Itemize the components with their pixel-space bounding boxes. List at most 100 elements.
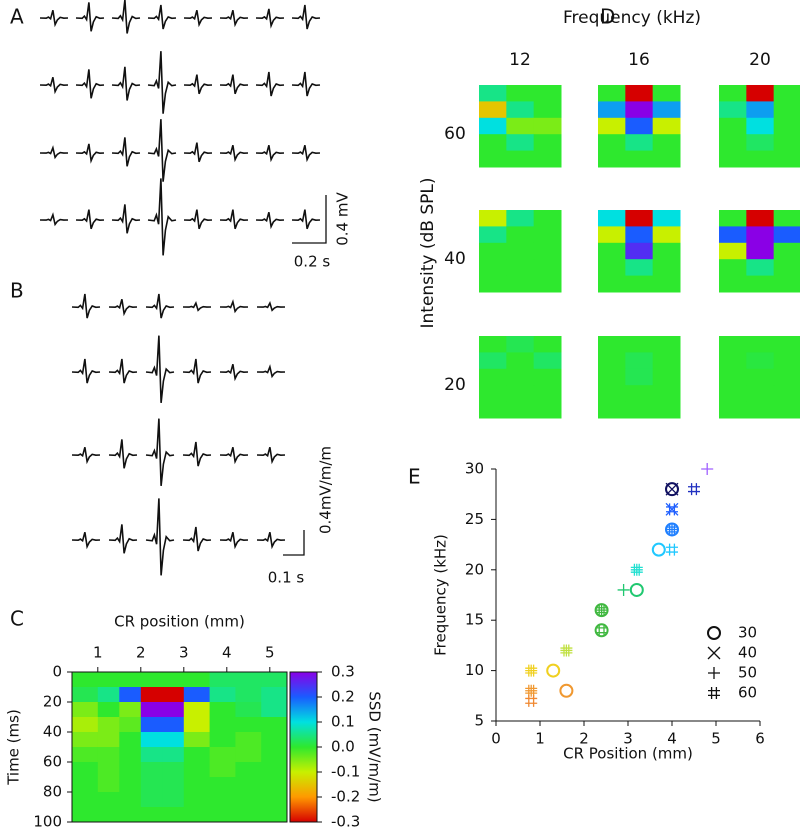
heatmap-cell bbox=[598, 368, 626, 386]
heatmap-cell bbox=[506, 101, 535, 119]
heatmap-cell bbox=[719, 150, 747, 168]
x-axis-label: CR position (mm) bbox=[114, 613, 245, 631]
trace bbox=[39, 76, 69, 95]
heatmap-cell bbox=[598, 259, 626, 277]
heatmap-cell bbox=[235, 807, 262, 823]
point bbox=[630, 563, 643, 576]
heatmap-cell bbox=[140, 732, 163, 748]
heatmap-cell bbox=[479, 336, 507, 353]
heatmap-cell bbox=[719, 368, 747, 386]
y-axis-label: Time (ms) bbox=[5, 709, 23, 786]
y-tick-label: 100 bbox=[33, 813, 62, 829]
point bbox=[688, 483, 700, 496]
heatmap-cell bbox=[506, 242, 535, 260]
point bbox=[525, 684, 538, 697]
point bbox=[560, 644, 573, 657]
trace bbox=[219, 9, 249, 28]
heatmap-cell bbox=[261, 792, 288, 808]
heatmap-cell bbox=[506, 259, 535, 277]
heatmap-cell bbox=[479, 117, 507, 135]
heatmap-cell bbox=[652, 352, 681, 370]
heatmap-cell bbox=[72, 717, 99, 733]
x-tick-label: 5 bbox=[265, 644, 275, 662]
y-axis-label: Intensity (dB SPL) bbox=[418, 177, 438, 328]
heatmap-cell bbox=[598, 275, 626, 293]
point bbox=[665, 482, 679, 496]
heatmap-cell bbox=[506, 368, 535, 386]
heatmap-cell bbox=[719, 401, 747, 419]
trace bbox=[111, 66, 141, 101]
heatmap-cell bbox=[746, 401, 775, 419]
heatmap-cell bbox=[746, 385, 775, 403]
colorbar bbox=[289, 671, 318, 823]
heatmap-cell bbox=[506, 85, 535, 102]
heatmap-cell bbox=[479, 259, 507, 277]
x-axis-label: CR Position (mm) bbox=[563, 745, 693, 763]
column-label: 20 bbox=[749, 50, 771, 70]
scale-x-label: 0.2 s bbox=[294, 253, 331, 271]
heatmap-cell bbox=[719, 242, 747, 260]
y-tick-label: 20 bbox=[43, 693, 62, 711]
trace bbox=[147, 178, 177, 256]
point bbox=[525, 664, 538, 677]
scale-y-label: 0.4mV/m/m bbox=[317, 446, 335, 534]
trace bbox=[255, 144, 285, 163]
heatmap-cell bbox=[773, 134, 800, 152]
heatmap-cell bbox=[598, 210, 626, 227]
trace bbox=[71, 358, 101, 384]
legend-label: 50 bbox=[738, 664, 757, 682]
heatmap-cell bbox=[598, 226, 626, 244]
x-tick-label: 0 bbox=[491, 730, 501, 748]
trace bbox=[182, 441, 212, 467]
heatmap-cell bbox=[183, 807, 211, 823]
scale-x-label: 0.1 s bbox=[268, 569, 305, 587]
point bbox=[595, 624, 608, 637]
heatmap-cell bbox=[97, 777, 120, 793]
heatmap-cell bbox=[183, 702, 211, 718]
heatmap-cell bbox=[719, 275, 747, 293]
point bbox=[595, 604, 608, 617]
heatmap-cell bbox=[773, 385, 800, 403]
heatmap-cell bbox=[598, 385, 626, 403]
heatmap-cell bbox=[479, 242, 507, 260]
heatmap-cell bbox=[625, 275, 654, 293]
heatmap-cell bbox=[746, 150, 775, 168]
trace bbox=[145, 498, 175, 576]
heatmap-cell bbox=[235, 732, 262, 748]
heatmap-cell bbox=[140, 702, 163, 718]
heatmap-cell bbox=[140, 672, 163, 688]
trace bbox=[75, 2, 105, 32]
heatmap-cell bbox=[261, 762, 288, 778]
trace bbox=[75, 209, 105, 230]
heatmap-cell bbox=[773, 352, 800, 370]
trace bbox=[219, 446, 249, 465]
panel-label: C bbox=[10, 607, 24, 631]
heatmap-cell bbox=[479, 385, 507, 403]
heatmap-cell bbox=[479, 275, 507, 293]
trace bbox=[183, 9, 213, 28]
heatmap-cell bbox=[183, 777, 211, 793]
heatmap-cell bbox=[209, 807, 236, 823]
heatmap-cell bbox=[183, 792, 211, 808]
axes bbox=[495, 469, 760, 722]
heatmap-cell bbox=[235, 747, 262, 763]
heatmap-cell bbox=[72, 732, 99, 748]
heatmap-cell bbox=[261, 777, 288, 793]
heatmap-cell bbox=[209, 702, 236, 718]
x-tick-label: 1 bbox=[535, 730, 545, 748]
heatmap-cell bbox=[209, 777, 236, 793]
heatmap-cell bbox=[479, 150, 507, 168]
heatmap-cell bbox=[652, 259, 681, 277]
colorbar-tick-label: -0.2 bbox=[331, 788, 360, 806]
heatmap-cell bbox=[773, 226, 800, 244]
legend-label: 30 bbox=[738, 624, 757, 642]
colorbar-tick-label: -0.3 bbox=[331, 813, 360, 829]
legend-label: 40 bbox=[738, 644, 757, 662]
heatmap-cell bbox=[72, 777, 99, 793]
heatmap-cell bbox=[533, 242, 562, 260]
x-tick-label: 4 bbox=[222, 644, 232, 662]
heatmap-cell bbox=[97, 687, 120, 703]
heatmap-cell bbox=[72, 807, 99, 823]
x-tick-label: 4 bbox=[667, 730, 677, 748]
trace bbox=[75, 143, 105, 164]
